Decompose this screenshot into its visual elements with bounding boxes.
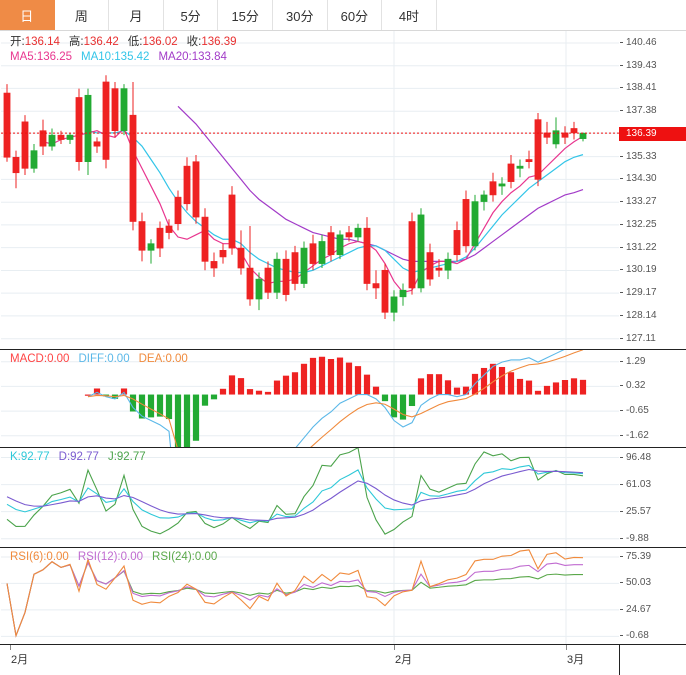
axis-tick-label: 135.33: [626, 150, 657, 162]
timeframe-tabbar: 日 周 月 5分 15分 30分 60分 4时: [0, 0, 686, 31]
x-axis-label-2: 3月: [567, 654, 585, 666]
timeframe-tab-7[interactable]: 4时: [382, 0, 437, 30]
timeframe-tab-label: 4时: [398, 8, 420, 24]
x-axis-tick: [10, 645, 11, 650]
candlestick-svg: [1, 31, 619, 349]
x-axis-label-1: 2月: [395, 654, 413, 666]
axis-tick-label: -9.88: [626, 532, 649, 544]
axis-tick: 128.14: [620, 309, 657, 321]
axis-tick-label: -1.62: [626, 429, 649, 441]
axis-tick: 140.46: [620, 36, 657, 48]
axis-tick-label: 127.11: [626, 332, 656, 344]
axis-tick: 137.38: [620, 106, 657, 116]
current-price-flag: 136.39: [619, 127, 686, 142]
axis-tick: 133.27: [620, 197, 657, 207]
kdj-panel[interactable]: K:92.77 D:92.77 J:92.77 96.48 61.03 25.57 -9.…: [0, 448, 686, 548]
macd-svg: [1, 350, 619, 447]
axis-tick: 25.57: [620, 505, 652, 517]
axis-tick-label: 132.25: [626, 218, 657, 230]
timeframe-tab-label: 日: [20, 8, 34, 24]
axis-tick-label: 50.03: [626, 577, 652, 589]
axis-tick-label: 96.48: [626, 451, 652, 463]
timeframe-tab-label: 月: [129, 8, 143, 24]
axis-tick-label: 134.30: [626, 173, 657, 185]
kdj-plot-area[interactable]: [1, 448, 619, 547]
rsi-plot-area[interactable]: [1, 548, 619, 644]
price-plot-area[interactable]: [1, 31, 619, 349]
tabbar-filler: [436, 0, 686, 30]
axis-tick-label: 75.39: [626, 550, 652, 562]
timeframe-tab-label: 5分: [180, 8, 201, 24]
axis-tick-label: 128.14: [626, 309, 657, 321]
axis-tick: -9.88: [620, 532, 649, 544]
axis-tick: 138.41: [620, 83, 657, 93]
axis-tick: 96.48: [620, 451, 652, 463]
axis-tick-label: 137.38: [626, 105, 657, 117]
axis-tick: 127.11: [620, 332, 656, 344]
axis-tick-label: 140.46: [626, 36, 657, 48]
kdj-svg: [1, 448, 619, 547]
macd-plot-area[interactable]: [1, 350, 619, 447]
axis-tick-label: 131.22: [626, 241, 657, 253]
x-axis-tick: [566, 645, 567, 650]
rsi-svg: [1, 548, 619, 644]
axis-tick-label: 24.67: [626, 603, 652, 615]
axis-tick: 1.29: [620, 355, 646, 367]
timeframe-tab-label: 60分: [340, 8, 369, 24]
axis-tick: 61.03: [620, 478, 652, 490]
x-axis-panel: 2月 2月 3月: [0, 645, 686, 675]
axis-tick: 24.67: [620, 603, 652, 615]
axis-tick-label: 1.29: [626, 355, 646, 367]
x-axis-label-0: 2月: [11, 654, 29, 666]
axis-tick-label: 61.03: [626, 478, 652, 490]
timeframe-tab-0[interactable]: 日: [0, 0, 55, 30]
axis-tick: 139.43: [620, 59, 657, 71]
axis-tick: 50.03: [620, 578, 651, 588]
axis-tick-label: 25.57: [626, 505, 652, 517]
axis-tick-label: 138.41: [626, 82, 657, 94]
macd-panel[interactable]: MACD:0.00 DIFF:0.00 DEA:0.00 1.29 0.32 -0.65…: [0, 350, 686, 448]
axis-tick: 130.19: [620, 265, 657, 275]
axis-tick: 135.33: [620, 150, 657, 162]
timeframe-tab-3[interactable]: 5分: [163, 0, 219, 30]
x-axis-tick: [394, 645, 395, 650]
axis-tick: 129.17: [620, 288, 657, 298]
axis-tick: 0.32: [620, 381, 645, 391]
timeframe-tab-label: 30分: [286, 8, 314, 24]
axis-tick-label: 133.27: [626, 196, 657, 208]
rsi-panel[interactable]: RSI(6):0.00 RSI(12):0.00 RSI(24):0.00 75.3…: [0, 548, 686, 645]
axis-tick: -0.65: [620, 406, 649, 416]
timeframe-tab-label: 周: [74, 8, 88, 24]
axis-tick-label: -0.68: [626, 630, 649, 642]
axis-tick-label: 130.19: [626, 264, 657, 276]
timeframe-tab-6[interactable]: 60分: [327, 0, 383, 30]
price-chart-panel[interactable]: 开:136.14 高:136.42 低:136.02 收:136.39 MA5:136…: [0, 31, 686, 350]
timeframe-tab-2[interactable]: 月: [109, 0, 164, 30]
timeframe-tab-5[interactable]: 30分: [272, 0, 328, 30]
axis-tick-label: -0.65: [626, 405, 649, 417]
axis-tick: -0.68: [620, 631, 649, 641]
axis-tick-label: 139.43: [626, 59, 657, 71]
axis-tick: 132.25: [620, 218, 657, 230]
axis-tick: 131.22: [620, 241, 657, 253]
timeframe-tab-1[interactable]: 周: [54, 0, 110, 30]
axis-tick: -1.62: [620, 429, 649, 441]
timeframe-tab-4[interactable]: 15分: [218, 0, 273, 30]
axis-tick-label: 129.17: [626, 287, 657, 299]
axis-tick-label: 0.32: [626, 380, 646, 392]
x-axis-corner: [619, 645, 686, 675]
axis-tick: 134.30: [620, 174, 657, 184]
axis-tick: 75.39: [620, 550, 652, 562]
timeframe-tab-label: 15分: [231, 8, 259, 24]
